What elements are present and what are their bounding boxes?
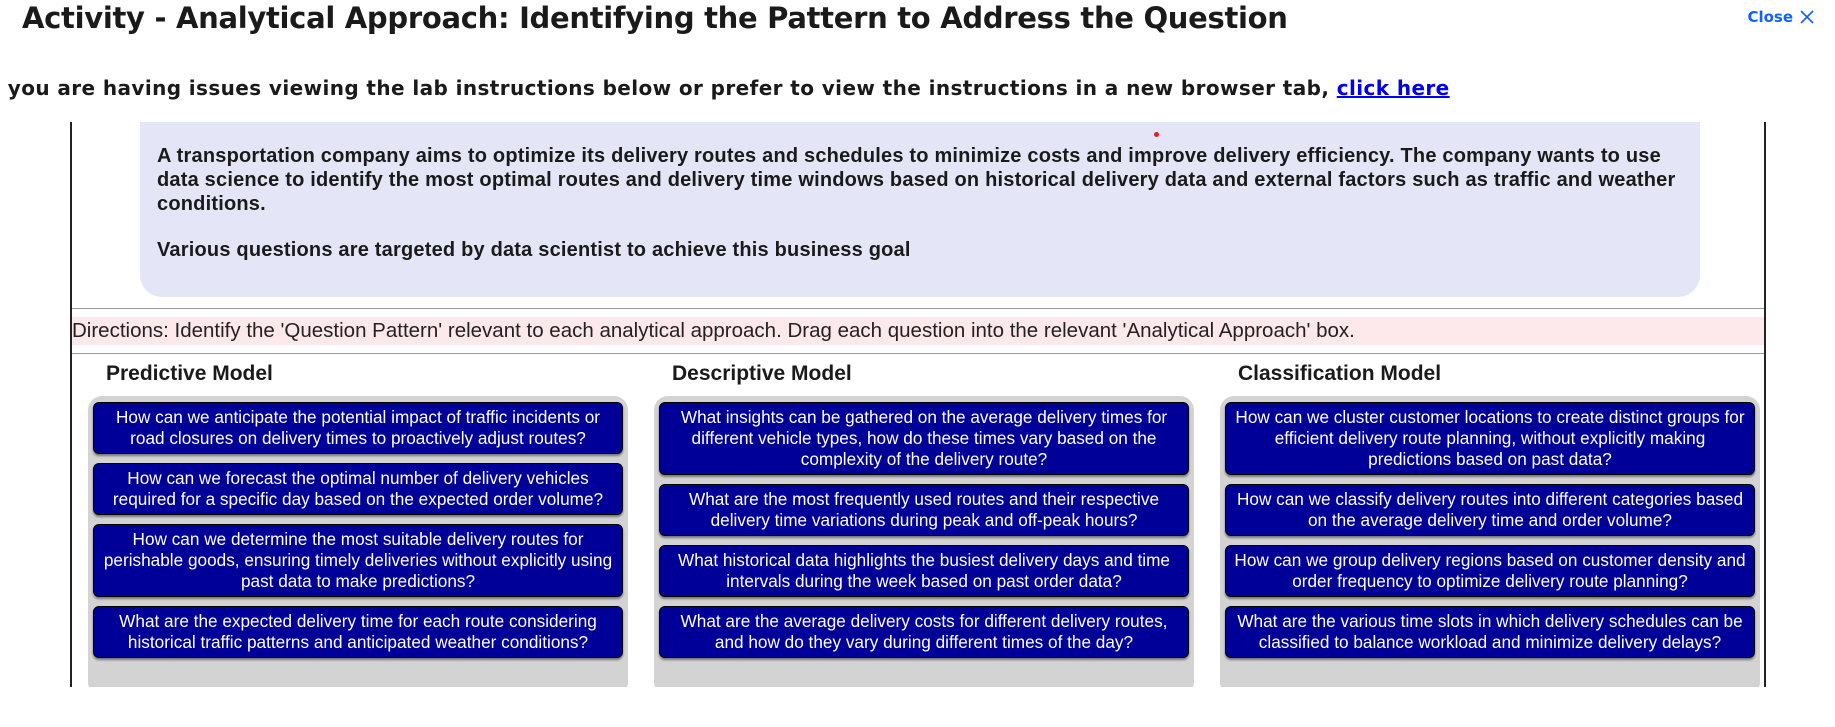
question-card[interactable]: What historical data highlights the busi… bbox=[659, 545, 1189, 597]
question-card[interactable]: How can we group delivery regions based … bbox=[1225, 545, 1755, 597]
directions-bar: Directions: Identify the 'Question Patte… bbox=[72, 308, 1764, 354]
question-card[interactable]: How can we determine the most suitable d… bbox=[93, 524, 623, 597]
question-card[interactable]: How can we forecast the optimal number o… bbox=[93, 463, 623, 515]
question-card[interactable]: How can we classify delivery routes into… bbox=[1225, 484, 1755, 536]
drop-zone-predictive[interactable]: How can we anticipate the potential impa… bbox=[88, 396, 628, 687]
lab-notice: case you are having issues viewing the l… bbox=[0, 74, 1835, 102]
question-card[interactable]: What are the average delivery costs for … bbox=[659, 606, 1189, 658]
question-card[interactable]: What insights can be gathered on the ave… bbox=[659, 402, 1189, 475]
modal-title: Activity - Analytical Approach: Identify… bbox=[22, 1, 1288, 35]
close-label: Close bbox=[1747, 8, 1793, 26]
question-card[interactable]: How can we anticipate the potential impa… bbox=[93, 402, 623, 454]
question-card[interactable]: How can we cluster customer locations to… bbox=[1225, 402, 1755, 475]
column-heading: Classification Model bbox=[1238, 362, 1442, 385]
column-heading: Predictive Model bbox=[106, 362, 273, 385]
cursor-dot bbox=[1154, 132, 1159, 137]
directions-text: Directions: Identify the 'Question Patte… bbox=[72, 317, 1764, 345]
close-button[interactable]: Close bbox=[1747, 6, 1815, 28]
question-card[interactable]: What are the expected delivery time for … bbox=[93, 606, 623, 658]
lab-frame[interactable]: A transportation company aims to optimiz… bbox=[70, 122, 1766, 687]
scenario-box: A transportation company aims to optimiz… bbox=[140, 122, 1700, 297]
drop-zone-classification[interactable]: How can we cluster customer locations to… bbox=[1220, 396, 1760, 687]
column-heading: Descriptive Model bbox=[672, 362, 852, 385]
close-icon bbox=[1800, 10, 1814, 24]
drop-zone-descriptive[interactable]: What insights can be gathered on the ave… bbox=[654, 396, 1194, 687]
notice-text: case you are having issues viewing the l… bbox=[0, 76, 1337, 100]
scenario-goal: Various questions are targeted by data s… bbox=[157, 239, 911, 261]
question-card[interactable]: What are the most frequently used routes… bbox=[659, 484, 1189, 536]
click-here-link[interactable]: click here bbox=[1336, 76, 1450, 100]
question-card[interactable]: What are the various time slots in which… bbox=[1225, 606, 1755, 658]
scenario-paragraph: A transportation company aims to optimiz… bbox=[157, 145, 1676, 215]
